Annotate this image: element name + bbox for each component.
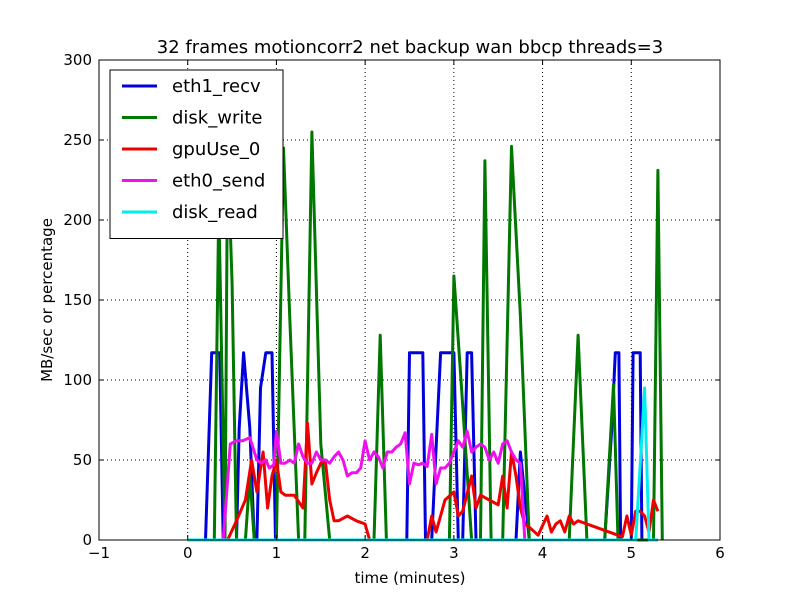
legend-label-gpuUse-0: gpuUse_0: [172, 139, 260, 160]
x-tick-label: −1: [88, 544, 110, 562]
y-tick-label: 0: [82, 531, 92, 549]
y-tick-label: 100: [63, 371, 92, 389]
x-tick-label: 0: [183, 544, 193, 562]
x-tick-label: 6: [715, 544, 725, 562]
series-line-gpuUse-0: [226, 421, 660, 542]
legend: eth1_recv disk_write gpuUse_0 eth0_senddisk…: [109, 69, 284, 239]
legend-label-disk-read: disk_read: [172, 202, 258, 223]
y-tick-label: 250: [63, 131, 92, 149]
y-tick-label: 200: [63, 211, 92, 229]
y-tick-label: 300: [63, 51, 92, 69]
y-tick-label: 50: [73, 451, 92, 469]
x-axis-label: time (minutes): [354, 569, 465, 587]
chart-title: 32 frames motioncorr2 net backup wan bbc…: [157, 37, 663, 58]
legend-label-disk-write: disk_write: [172, 108, 262, 129]
legend-label-eth0-send: eth0_send: [172, 171, 265, 192]
series-line-eth0-send: [221, 429, 530, 542]
x-tick-label: 2: [360, 544, 370, 562]
x-tick-label: 1: [272, 544, 282, 562]
x-tick-label: 5: [627, 544, 637, 562]
legend-box: [109, 69, 284, 239]
x-tick-label: 3: [449, 544, 459, 562]
x-tick-label: 4: [538, 544, 548, 562]
legend-label-eth1-recv: eth1_recv: [172, 76, 261, 97]
y-tick-label: 150: [63, 291, 92, 309]
y-axis-label: MB/sec or percentage: [38, 218, 56, 382]
